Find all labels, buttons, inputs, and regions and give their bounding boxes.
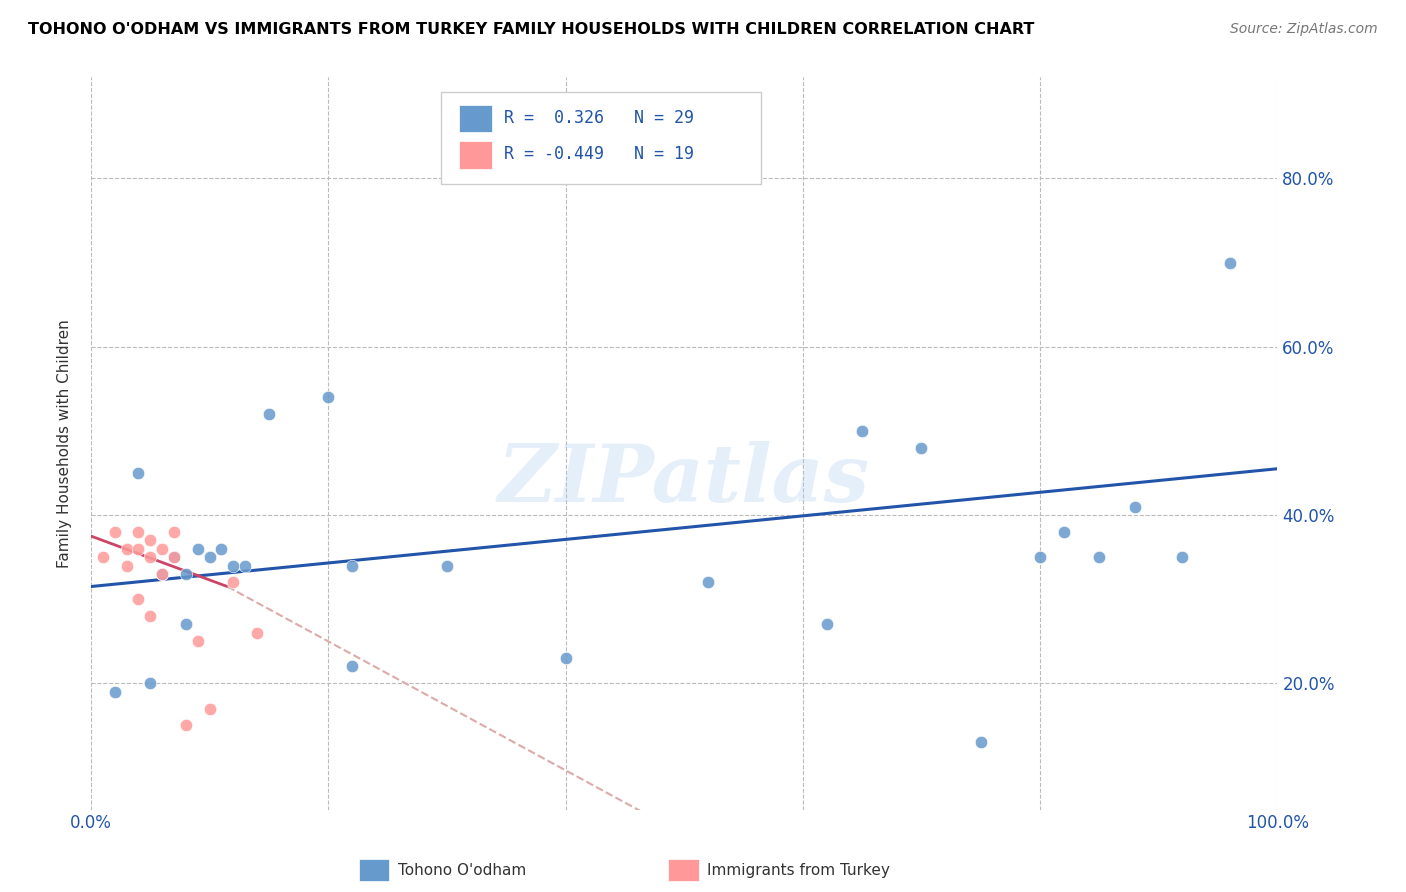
Point	[139, 533, 162, 548]
Point	[340, 558, 363, 573]
Point	[163, 524, 186, 539]
Bar	[458, 104, 492, 132]
Point	[1123, 500, 1146, 514]
Text: R =  0.326   N = 29: R = 0.326 N = 29	[503, 109, 693, 127]
Point	[815, 617, 838, 632]
Text: Source: ZipAtlas.com: Source: ZipAtlas.com	[1230, 22, 1378, 37]
Point	[198, 701, 221, 715]
Point	[115, 541, 138, 556]
Point	[187, 634, 209, 648]
Point	[554, 651, 576, 665]
Point	[139, 609, 162, 624]
Text: TOHONO O'ODHAM VS IMMIGRANTS FROM TURKEY FAMILY HOUSEHOLDS WITH CHILDREN CORRELA: TOHONO O'ODHAM VS IMMIGRANTS FROM TURKEY…	[28, 22, 1035, 37]
Text: R = -0.449   N = 19: R = -0.449 N = 19	[503, 145, 693, 163]
Point	[340, 659, 363, 673]
Point	[222, 558, 245, 573]
Point	[174, 718, 197, 732]
Text: Immigrants from Turkey: Immigrants from Turkey	[707, 863, 890, 878]
FancyBboxPatch shape	[441, 92, 761, 184]
Point	[316, 390, 339, 404]
Point	[174, 617, 197, 632]
Point	[127, 592, 149, 607]
Point	[139, 676, 162, 690]
Point	[222, 575, 245, 590]
Point	[696, 575, 718, 590]
Point	[104, 524, 127, 539]
Point	[246, 625, 269, 640]
Point	[150, 566, 173, 581]
Point	[851, 424, 873, 438]
Point	[127, 524, 149, 539]
Text: ZIPatlas: ZIPatlas	[498, 442, 870, 519]
Point	[970, 735, 993, 749]
Point	[1053, 524, 1076, 539]
Point	[187, 541, 209, 556]
Point	[104, 684, 127, 698]
Point	[139, 550, 162, 565]
Point	[174, 566, 197, 581]
Point	[163, 550, 186, 565]
Point	[150, 566, 173, 581]
Point	[233, 558, 256, 573]
Point	[436, 558, 458, 573]
Point	[209, 541, 232, 556]
Point	[257, 407, 280, 421]
Point	[1088, 550, 1111, 565]
Point	[150, 541, 173, 556]
Point	[1029, 550, 1052, 565]
Point	[115, 558, 138, 573]
Point	[1219, 255, 1241, 269]
Point	[127, 466, 149, 480]
Point	[910, 441, 932, 455]
Point	[163, 550, 186, 565]
Text: Tohono O'odham: Tohono O'odham	[398, 863, 526, 878]
Point	[198, 550, 221, 565]
Point	[127, 541, 149, 556]
Point	[91, 550, 114, 565]
Point	[1171, 550, 1194, 565]
Y-axis label: Family Households with Children: Family Households with Children	[58, 319, 72, 568]
Bar	[458, 141, 492, 169]
